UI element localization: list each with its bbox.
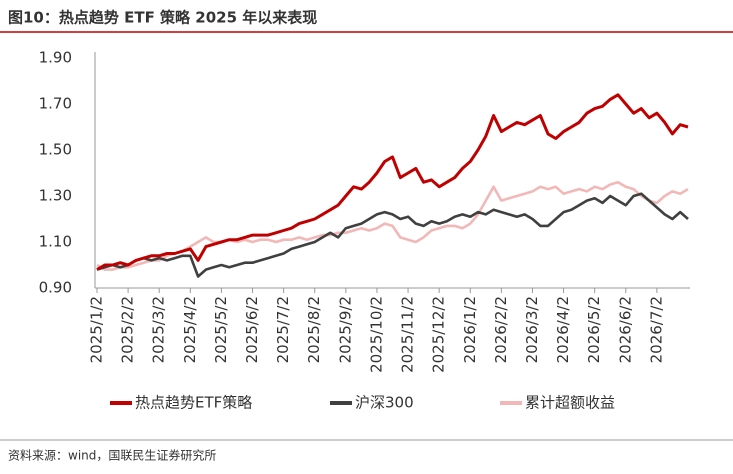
x-tick-label: 2026/3/2 bbox=[523, 296, 541, 363]
source: 资料来源：wind，国联民生证券研究所 bbox=[8, 448, 216, 463]
x-tick-label: 2025/5/2 bbox=[212, 296, 230, 363]
series-line bbox=[96, 192, 689, 278]
x-tick-label: 2026/6/2 bbox=[616, 296, 634, 363]
series-line bbox=[96, 93, 689, 271]
y-tick-label: 1.70 bbox=[39, 95, 72, 113]
y-tick-label: 1.90 bbox=[39, 49, 72, 67]
legend-label: 热点趋势ETF策略 bbox=[135, 394, 252, 412]
x-tick-label: 2026/7/2 bbox=[647, 296, 665, 363]
x-tick-label: 2026/2/2 bbox=[492, 296, 510, 363]
x-tick-label: 2025/8/2 bbox=[305, 296, 323, 363]
y-tick-label: 1.30 bbox=[39, 187, 72, 205]
x-tick-label: 2025/6/2 bbox=[243, 296, 261, 363]
x-tick-label: 2025/1/2 bbox=[88, 296, 106, 363]
x-tick-label: 2025/7/2 bbox=[274, 296, 292, 363]
x-tick-label: 2026/5/2 bbox=[585, 296, 603, 363]
series-line bbox=[96, 180, 689, 271]
x-tick-label: 2025/11/2 bbox=[399, 296, 417, 373]
x-tick-label: 2026/1/2 bbox=[461, 296, 479, 363]
x-tick-label: 2025/10/2 bbox=[367, 296, 385, 373]
x-tick-label: 2025/12/2 bbox=[430, 296, 448, 373]
x-tick-label: 2025/2/2 bbox=[119, 296, 137, 363]
y-tick-label: 0.90 bbox=[39, 279, 72, 297]
x-tick-label: 2026/4/2 bbox=[554, 296, 572, 363]
legend-label: 沪深300 bbox=[355, 394, 414, 412]
legend-label: 累计超额收益 bbox=[525, 394, 615, 412]
chart-title: 图10：热点趋势 ETF 策略 2025 年以来表现 bbox=[8, 9, 317, 27]
x-tick-label: 2025/3/2 bbox=[150, 296, 168, 363]
y-tick-label: 1.10 bbox=[39, 233, 72, 251]
x-tick-label: 2025/9/2 bbox=[336, 296, 354, 363]
x-tick-label: 2025/4/2 bbox=[181, 296, 199, 363]
y-tick-label: 1.50 bbox=[39, 141, 72, 159]
